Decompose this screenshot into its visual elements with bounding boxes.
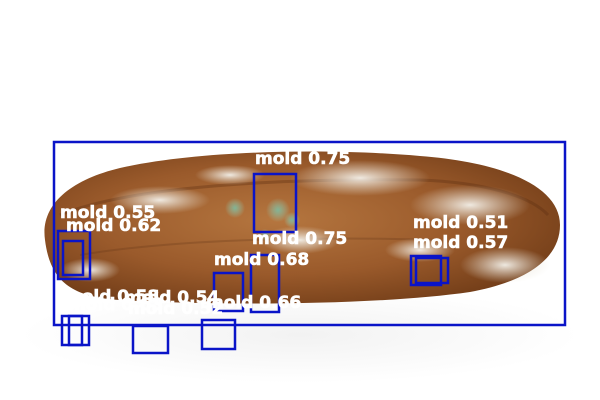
detection-label: mold 0.75 [252, 229, 347, 249]
detection-box-right-b [414, 256, 450, 285]
detection-label: mold 0.62 [66, 216, 161, 236]
detection-label: mold 0.54 [124, 288, 219, 308]
detection-label: mold 0.55 [60, 203, 155, 223]
detection-box-right-a [409, 254, 443, 287]
detection-label: mold 0.68 [214, 250, 309, 270]
detection-label: mold 0.75 [255, 149, 350, 169]
detection-box-loaf [52, 140, 567, 327]
detection-label: mold 0.51 [413, 213, 508, 233]
detection-box-bottom-left-b [67, 314, 91, 347]
detection-box-mid [212, 271, 245, 313]
detection-label: mold 0.57 [413, 233, 508, 253]
detection-box-left-a [56, 229, 92, 281]
detection-box-center [249, 253, 281, 314]
detection-box-bottom-left-a [60, 314, 84, 347]
plate-shadow [20, 287, 580, 383]
detection-box-bottom-mid [131, 324, 170, 355]
detection-label: mold 0.58 [64, 287, 159, 307]
detection-label: mold 0.52 [128, 299, 223, 319]
detection-box-left-b [61, 239, 85, 277]
detection-box-top [252, 172, 298, 234]
detection-box-bottom-right [200, 318, 237, 351]
detection-label: mold 0.66 [206, 293, 301, 313]
detection-label: mold 0.63 [68, 295, 163, 315]
